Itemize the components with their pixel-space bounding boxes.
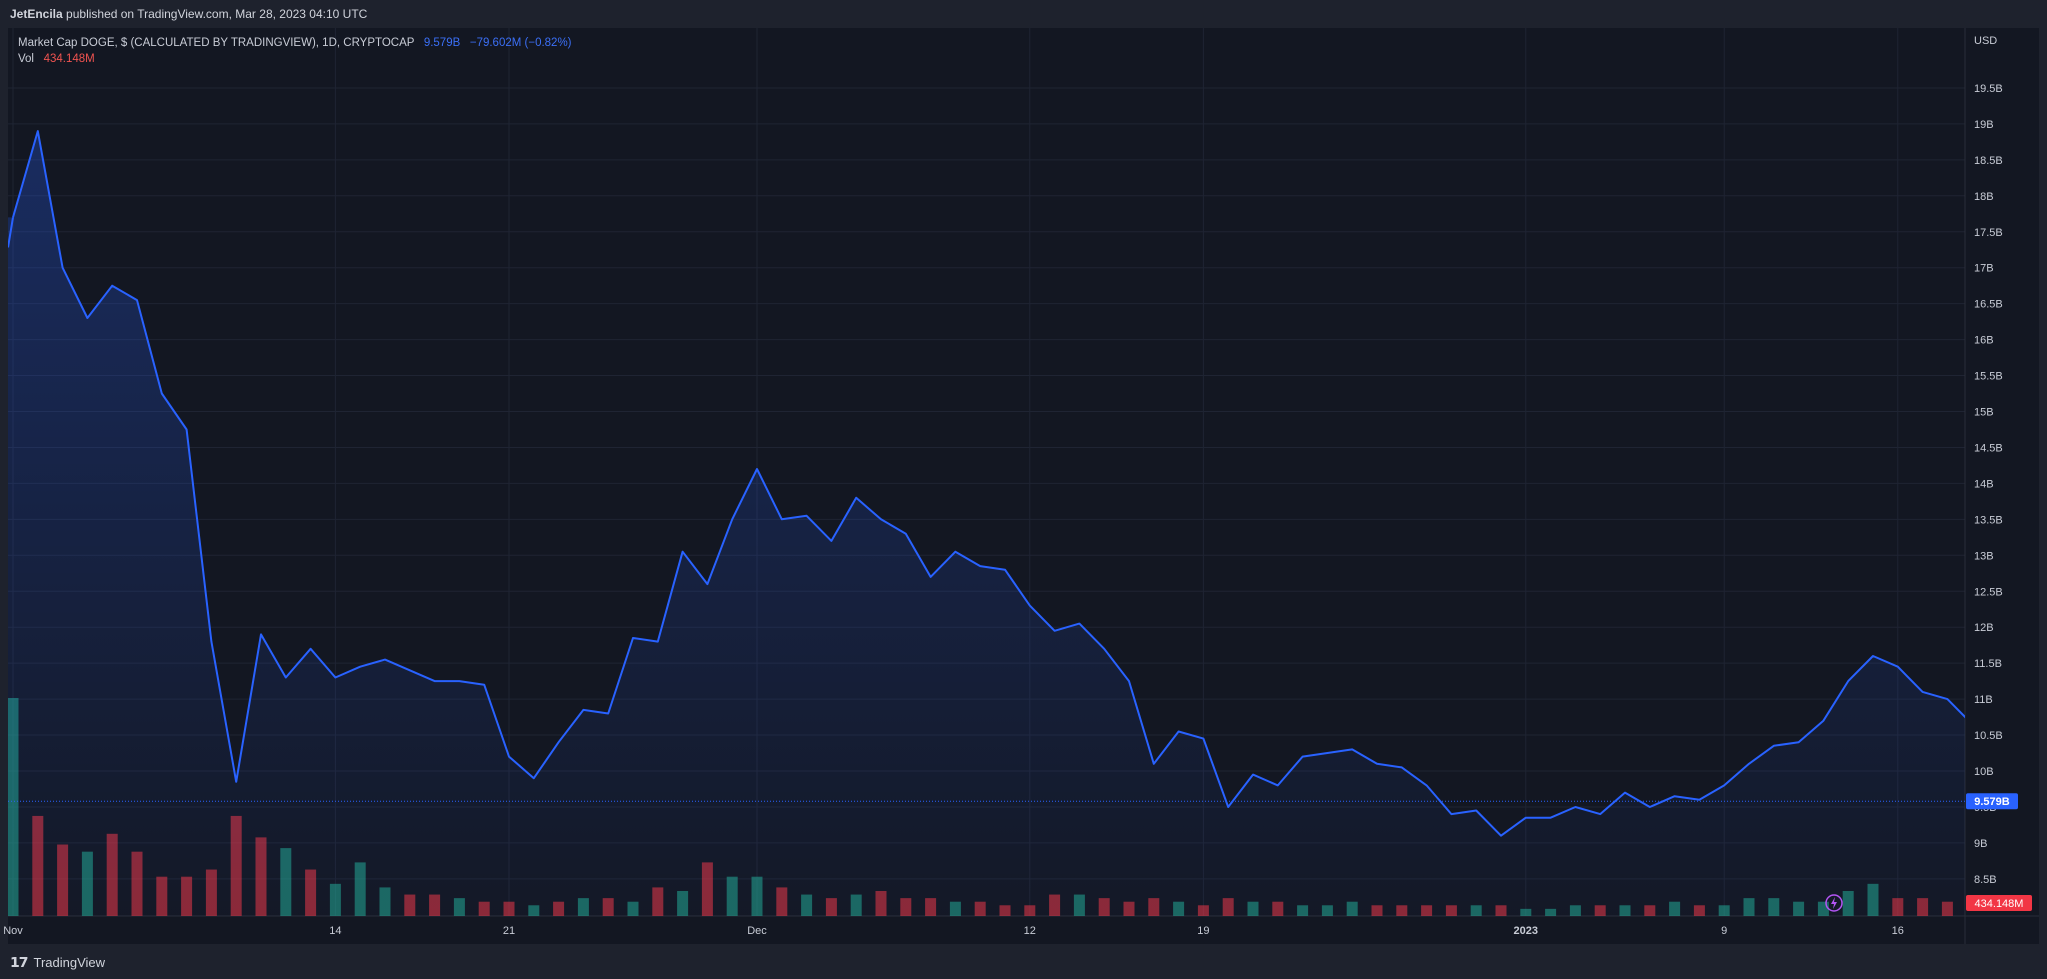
x-tick-label: 14 bbox=[329, 925, 341, 937]
y-tick-label: 13.5B bbox=[1974, 514, 2003, 526]
y-tick-label: 9B bbox=[1974, 838, 1987, 850]
price-line bbox=[12, 130, 1965, 837]
y-tick-label: 14.5B bbox=[1974, 442, 2003, 454]
volume-tag-label: 434.148M bbox=[1975, 898, 2024, 910]
y-tick-label: 15.5B bbox=[1974, 371, 2003, 383]
y-tick-label: 18B bbox=[1974, 191, 1994, 203]
volume-legend-row[interactable]: Vol 434.148M bbox=[18, 51, 572, 67]
price-area bbox=[8, 131, 1965, 916]
x-tick-label: 12 bbox=[1024, 925, 1036, 937]
x-tick-label: 2023 bbox=[1514, 925, 1538, 937]
lightning-icon[interactable] bbox=[1825, 894, 1843, 912]
time-axis-background bbox=[8, 916, 1965, 944]
price-axis-background bbox=[1965, 28, 2039, 944]
time-axis[interactable]: Nov1421Dec1219202391623Feb1320Mar1320Apr bbox=[3, 925, 2047, 937]
y-tick-label: 17.5B bbox=[1974, 227, 2003, 239]
volume-bar bbox=[2041, 902, 2047, 916]
volume-label: Vol bbox=[18, 53, 34, 65]
x-tick-label: Dec bbox=[747, 925, 767, 937]
published-text: published on TradingView.com, Mar 28, 20… bbox=[66, 7, 368, 21]
y-tick-label: 19.5B bbox=[1974, 83, 2003, 95]
x-tick-label: 9 bbox=[1721, 925, 1727, 937]
last-price-tag bbox=[1966, 793, 2018, 810]
x-tick-label: 19 bbox=[1197, 925, 1209, 937]
publisher-line: JetEncila published on TradingView.com, … bbox=[10, 7, 367, 21]
price-axis[interactable]: USD8.5B9B9.5B10B10.5B11B11.5B12B12.5B13B… bbox=[1974, 35, 2003, 886]
y-tick-label: 11.5B bbox=[1974, 658, 2002, 670]
last-price-tag-label: 9.579B bbox=[1974, 796, 2010, 808]
tradingview-logo[interactable]: 𝟭𝟳 TradingView bbox=[10, 954, 105, 971]
symbol-name: Market Cap DOGE, $ (CALCULATED BY TRADIN… bbox=[18, 37, 415, 49]
price-line-series bbox=[8, 130, 1965, 837]
last-value: 9.579B bbox=[423, 37, 461, 49]
x-tick-label: 16 bbox=[1892, 925, 1904, 937]
chart-legend: Market Cap DOGE, $ (CALCULATED BY TRADIN… bbox=[18, 35, 572, 67]
y-tick-label: 10B bbox=[1974, 766, 1994, 778]
price-line-lead bbox=[8, 217, 14, 248]
y-tick-label: 10.5B bbox=[1974, 730, 2003, 742]
y-tick-label: 8.5B bbox=[1974, 874, 1997, 886]
change-value: −79.602M (−0.82%) bbox=[469, 37, 572, 49]
y-tick-label: 14B bbox=[1974, 478, 1994, 490]
y-tick-label: 18.5B bbox=[1974, 155, 2003, 167]
symbol-legend-row[interactable]: Market Cap DOGE, $ (CALCULATED BY TRADIN… bbox=[18, 35, 572, 51]
y-tick-label: 11B bbox=[1974, 694, 1993, 706]
y-tick-label: 16.5B bbox=[1974, 299, 2003, 311]
area-fill bbox=[8, 131, 1965, 916]
y-tick-label: 12.5B bbox=[1974, 586, 2003, 598]
tradingview-mark-icon: 𝟭𝟳 bbox=[10, 954, 29, 970]
volume-value: 434.148M bbox=[43, 53, 95, 65]
brand-name: TradingView bbox=[33, 955, 106, 970]
currency-label: USD bbox=[1974, 35, 1997, 47]
y-tick-label: 17B bbox=[1974, 263, 1994, 275]
author-name[interactable]: JetEncila bbox=[10, 7, 63, 21]
y-tick-label: 15B bbox=[1974, 407, 1994, 419]
y-tick-label: 19B bbox=[1974, 119, 1994, 131]
x-tick-label: 21 bbox=[503, 925, 515, 937]
y-tick-label: 12B bbox=[1974, 622, 1994, 634]
y-tick-label: 16B bbox=[1974, 335, 1994, 347]
volume-tag bbox=[1966, 895, 2032, 911]
y-tick-label: 13B bbox=[1974, 550, 1994, 562]
x-tick-label: Nov bbox=[3, 925, 23, 937]
price-tags: 9.579B 434.148M bbox=[1966, 793, 2032, 911]
